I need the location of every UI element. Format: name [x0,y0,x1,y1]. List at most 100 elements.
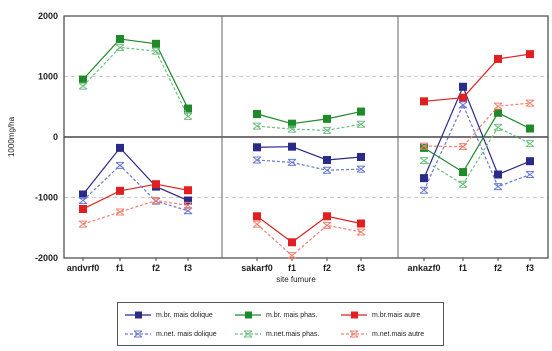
data-point [459,93,467,102]
data-point [183,207,193,215]
x-marker [183,201,193,209]
data-point [184,196,192,205]
data-point [115,161,125,169]
data-point [493,102,503,110]
y-tick-label: -1000 [35,193,58,203]
data-point [253,110,261,119]
series-line [423,112,531,173]
y-tick-label: 1000 [38,72,58,82]
data-point [420,143,428,152]
legend-label: m.br.mais autre [372,311,421,319]
y-axis-title: 1000mg/ha [7,116,16,157]
x-tick-label: f3 [184,263,192,273]
series-line [82,164,189,212]
data-point [183,112,193,120]
series-line [423,103,531,191]
data-point [525,171,535,179]
x-marker [458,143,468,151]
data-point [253,212,261,221]
data-point [252,122,262,130]
legend-label: m.net.mais autre [372,330,425,338]
legend-label: m.net.mais phas. [266,330,320,338]
data-point [323,212,331,221]
data-point [287,158,297,166]
series-line [82,38,189,109]
x-tick-label: f3 [526,263,534,273]
data-point [116,34,124,43]
legend-item: m.net.mais phas. [234,327,319,341]
legend-item: m.br.mais autre [340,308,420,322]
data-point [494,170,502,179]
series-line [82,199,189,225]
data-point [151,47,161,55]
data-point [79,75,87,84]
x-marker [458,180,468,188]
x-marker [78,82,88,90]
data-point [419,157,429,165]
x-marker [151,47,161,55]
x-marker [183,207,193,215]
data-point [287,125,297,133]
series-line [423,126,531,186]
series-line [256,159,362,171]
data-point [419,142,429,150]
data-point [151,197,161,205]
x-tick-label: f3 [357,263,365,273]
x-marker [493,123,503,131]
data-point [322,221,332,229]
data-point [526,50,534,59]
series-line [256,146,362,161]
series-line [256,123,362,131]
data-point [253,143,261,152]
data-point [493,183,503,191]
legend-swatch [235,311,261,319]
data-point [526,124,534,133]
x-marker [322,126,332,134]
series-line [256,111,362,125]
x-marker [287,252,297,260]
x-marker [115,43,125,51]
x-marker [525,140,535,148]
legend-swatch [125,330,151,338]
x-marker [115,208,125,216]
x-tick-label: f2 [152,263,160,273]
data-point [357,219,365,228]
series-line [423,102,531,148]
marks [78,34,535,260]
legend-item: m.br. mais dolique [124,308,213,322]
legend-label: m.br. mais phas. [266,311,318,319]
legend-swatch [341,330,367,338]
data-point [323,114,331,123]
x-tick-label: f2 [494,263,502,273]
y-tick-label: 0 [53,132,58,142]
x-tick-label: andvrf0 [67,263,100,273]
x-marker [287,158,297,166]
y-tick-label: -2000 [35,253,58,263]
x-marker [322,166,332,174]
x-marker [458,101,468,109]
data-point [458,143,468,151]
legend: m.br. mais dolique m.br. mais phas. m.br.m… [117,302,444,346]
data-point [356,228,366,236]
plot-frame [63,15,549,259]
data-point [493,123,503,131]
data-point [458,101,468,109]
data-point [288,238,296,247]
legend-item: m.net. mais dolique [124,327,217,341]
data-point [78,197,88,205]
data-point [420,174,428,183]
x-marker [356,165,366,173]
x-marker [151,197,161,205]
legend-swatch [341,311,367,319]
grid [64,76,548,198]
data-point [252,220,262,228]
data-point [525,140,535,148]
series-line [423,53,531,102]
data-point [322,166,332,174]
data-point [288,142,296,151]
series-line [82,46,189,117]
data-point [494,108,502,117]
x-marker [78,197,88,205]
data-point [78,82,88,90]
